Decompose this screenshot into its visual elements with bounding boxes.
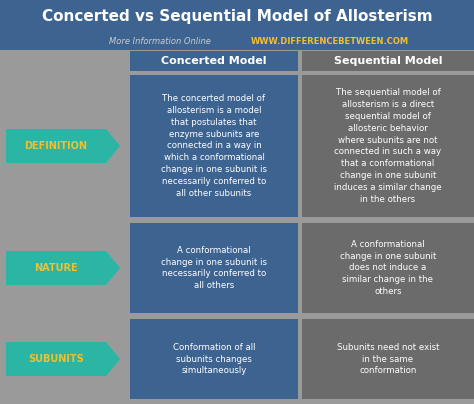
- Text: DEFINITION: DEFINITION: [25, 141, 88, 151]
- FancyBboxPatch shape: [0, 32, 474, 50]
- FancyBboxPatch shape: [130, 51, 298, 71]
- FancyBboxPatch shape: [0, 0, 474, 32]
- Polygon shape: [6, 251, 120, 285]
- FancyBboxPatch shape: [302, 51, 474, 71]
- Text: Subunits need not exist
in the same
conformation: Subunits need not exist in the same conf…: [337, 343, 439, 375]
- FancyBboxPatch shape: [302, 223, 474, 313]
- Text: Concerted vs Sequential Model of Allosterism: Concerted vs Sequential Model of Alloste…: [42, 8, 432, 23]
- FancyBboxPatch shape: [130, 75, 298, 217]
- Text: A conformational
change in one subunit
does not induce a
similar change in the
o: A conformational change in one subunit d…: [340, 240, 436, 296]
- FancyBboxPatch shape: [130, 319, 298, 399]
- FancyBboxPatch shape: [130, 223, 298, 313]
- Polygon shape: [6, 342, 120, 376]
- Text: Sequential Model: Sequential Model: [334, 56, 442, 66]
- Text: The concerted model of
allosterism is a model
that postulates that
enzyme subuni: The concerted model of allosterism is a …: [161, 94, 267, 198]
- FancyBboxPatch shape: [0, 220, 474, 316]
- Text: NATURE: NATURE: [34, 263, 78, 273]
- FancyBboxPatch shape: [0, 72, 474, 220]
- FancyBboxPatch shape: [302, 75, 474, 217]
- Text: WWW.DIFFERENCEBETWEEN.COM: WWW.DIFFERENCEBETWEEN.COM: [251, 36, 409, 46]
- FancyBboxPatch shape: [0, 50, 474, 72]
- Text: A conformational
change in one subunit is
necessarily conferred to
all others: A conformational change in one subunit i…: [161, 246, 267, 290]
- Text: Concerted Model: Concerted Model: [161, 56, 267, 66]
- Text: SUBUNITS: SUBUNITS: [28, 354, 84, 364]
- FancyBboxPatch shape: [302, 319, 474, 399]
- FancyBboxPatch shape: [0, 316, 474, 402]
- Text: Conformation of all
subunits changes
simultaneously: Conformation of all subunits changes sim…: [173, 343, 255, 375]
- Text: The sequential model of
allosterism is a direct
sequential model of
allosteric b: The sequential model of allosterism is a…: [334, 88, 442, 204]
- Text: More Information Online: More Information Online: [109, 36, 211, 46]
- Polygon shape: [6, 129, 120, 163]
